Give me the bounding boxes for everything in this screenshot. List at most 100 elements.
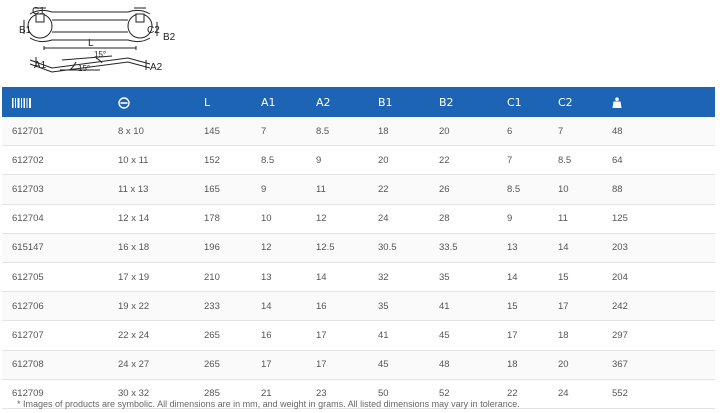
cell-weight: 367 xyxy=(602,350,715,380)
cell-a1: 10 xyxy=(251,204,306,234)
label-b1: B1 xyxy=(19,25,32,36)
table-row[interactable]: 612703 11 x 13 165 9 11 22 26 8.5 10 88 xyxy=(2,174,715,205)
cell-article-number: 612701 xyxy=(2,117,108,147)
col-header-l[interactable]: L xyxy=(204,95,211,109)
label-angle-bottom: 15° xyxy=(78,64,90,73)
cell-b1: 18 xyxy=(368,117,429,147)
label-a2: A2 xyxy=(150,62,163,73)
col-header-size[interactable] xyxy=(108,87,194,117)
cell-c2: 24 xyxy=(548,379,602,409)
col-header-weight[interactable] xyxy=(602,87,715,117)
barcode-icon xyxy=(12,97,31,108)
cell-a1: 17 xyxy=(251,350,306,380)
cell-b1: 30.5 xyxy=(368,233,429,263)
cell-c2: 15 xyxy=(548,262,602,293)
cell-size: 30 x 32 xyxy=(108,379,194,409)
label-l: L xyxy=(88,38,94,49)
label-c1: C1 xyxy=(32,6,45,17)
wrench-side-view xyxy=(29,55,151,73)
cell-size: 19 x 22 xyxy=(108,291,194,322)
cell-article-number: 612704 xyxy=(2,204,108,234)
cell-b1: 24 xyxy=(368,204,429,234)
cell-c2: 11 xyxy=(548,204,602,234)
cell-a1: 13 xyxy=(251,262,306,293)
cell-a2: 23 xyxy=(306,379,368,409)
col-header-article[interactable] xyxy=(2,87,108,117)
cell-a1: 12 xyxy=(251,233,306,263)
cell-c1: 6 xyxy=(497,117,548,147)
col-header-a2[interactable]: A2 xyxy=(316,95,331,109)
col-header-a1[interactable]: A1 xyxy=(261,95,276,109)
cell-a2: 11 xyxy=(306,174,368,205)
table-row[interactable]: 612704 12 x 14 178 10 12 24 28 9 11 125 xyxy=(2,204,715,234)
cell-article-number: 612709 xyxy=(2,379,108,409)
table-row[interactable]: 612706 19 x 22 233 14 16 35 41 15 17 242 xyxy=(2,291,715,322)
table-row[interactable]: 612702 10 x 11 152 8.5 9 20 22 7 8.5 64 xyxy=(2,145,715,176)
table-header-row: L A1 A2 B1 B2 C1 C2 xyxy=(2,87,715,117)
cell-size: 22 x 24 xyxy=(108,320,194,351)
cell-size: 12 x 14 xyxy=(108,204,194,234)
table-row[interactable]: 612701 8 x 10 145 7 8.5 18 20 6 7 48 xyxy=(2,117,715,147)
cell-a1: 7 xyxy=(251,117,306,147)
cell-b2: 35 xyxy=(429,262,497,293)
wrench-top-view xyxy=(23,7,158,50)
cell-b1: 41 xyxy=(368,320,429,351)
label-b2: B2 xyxy=(163,32,176,43)
cell-b2: 45 xyxy=(429,320,497,351)
cell-c1: 8.5 xyxy=(497,174,548,205)
cell-c1: 9 xyxy=(497,204,548,234)
cell-b1: 32 xyxy=(368,262,429,293)
cell-c2: 7 xyxy=(548,117,602,147)
cell-weight: 204 xyxy=(602,262,715,293)
cell-weight: 64 xyxy=(602,145,715,176)
cell-weight: 203 xyxy=(602,233,715,263)
cell-size: 11 x 13 xyxy=(108,174,194,205)
cell-b2: 48 xyxy=(429,350,497,380)
cell-length-l: 165 xyxy=(194,174,251,205)
cell-c2: 8.5 xyxy=(548,145,602,176)
col-header-b1[interactable]: B1 xyxy=(378,95,393,109)
cell-c1: 7 xyxy=(497,145,548,176)
cell-b2: 52 xyxy=(429,379,497,409)
col-header-c2[interactable]: C2 xyxy=(558,95,573,109)
label-c2: C2 xyxy=(147,25,160,36)
cell-c2: 20 xyxy=(548,350,602,380)
table-row[interactable]: 612708 24 x 27 265 17 17 45 48 18 20 367 xyxy=(2,350,715,380)
col-header-b2[interactable]: B2 xyxy=(439,95,454,109)
cell-weight: 125 xyxy=(602,204,715,234)
cell-article-number: 612703 xyxy=(2,174,108,205)
wrench-size-icon xyxy=(118,96,130,109)
spec-table: L A1 A2 B1 B2 C1 C2 612701 8 x 10 145 7 8.5 1… xyxy=(2,87,715,409)
col-header-c1[interactable]: C1 xyxy=(507,95,522,109)
cell-a2: 17 xyxy=(306,320,368,351)
cell-c1: 22 xyxy=(497,379,548,409)
cell-article-number: 612706 xyxy=(2,291,108,322)
cell-b1: 45 xyxy=(368,350,429,380)
table-row[interactable]: 615147 16 x 18 196 12 12.5 30.5 33.5 13 14 203 xyxy=(2,233,715,263)
cell-c1: 14 xyxy=(497,262,548,293)
weight-icon xyxy=(612,97,622,108)
cell-a1: 21 xyxy=(251,379,306,409)
cell-a1: 16 xyxy=(251,320,306,351)
footnote: * Images of products are symbolic. All d… xyxy=(17,399,520,409)
cell-a2: 17 xyxy=(306,350,368,380)
cell-c2: 10 xyxy=(548,174,602,205)
cell-article-number: 612707 xyxy=(2,320,108,351)
label-a1: A1 xyxy=(34,60,47,71)
table-row[interactable]: 612709 30 x 32 285 21 23 50 52 22 24 552 xyxy=(2,379,715,409)
cell-length-l: 152 xyxy=(194,145,251,176)
table-row[interactable]: 612705 17 x 19 210 13 14 32 35 14 15 204 xyxy=(2,262,715,293)
cell-size: 16 x 18 xyxy=(108,233,194,263)
cell-a1: 9 xyxy=(251,174,306,205)
cell-size: 10 x 11 xyxy=(108,145,194,176)
cell-a2: 14 xyxy=(306,262,368,293)
cell-c1: 13 xyxy=(497,233,548,263)
cell-b2: 33.5 xyxy=(429,233,497,263)
cell-b2: 28 xyxy=(429,204,497,234)
cell-weight: 552 xyxy=(602,379,715,409)
cell-article-number: 612708 xyxy=(2,350,108,380)
cell-c1: 17 xyxy=(497,320,548,351)
table-row[interactable]: 612707 22 x 24 265 16 17 41 45 17 18 297 xyxy=(2,320,715,351)
cell-a2: 16 xyxy=(306,291,368,322)
wrench-dimension-diagram: C1 B1 C2 B2 L 15° 15° A1 A2 xyxy=(19,6,176,73)
